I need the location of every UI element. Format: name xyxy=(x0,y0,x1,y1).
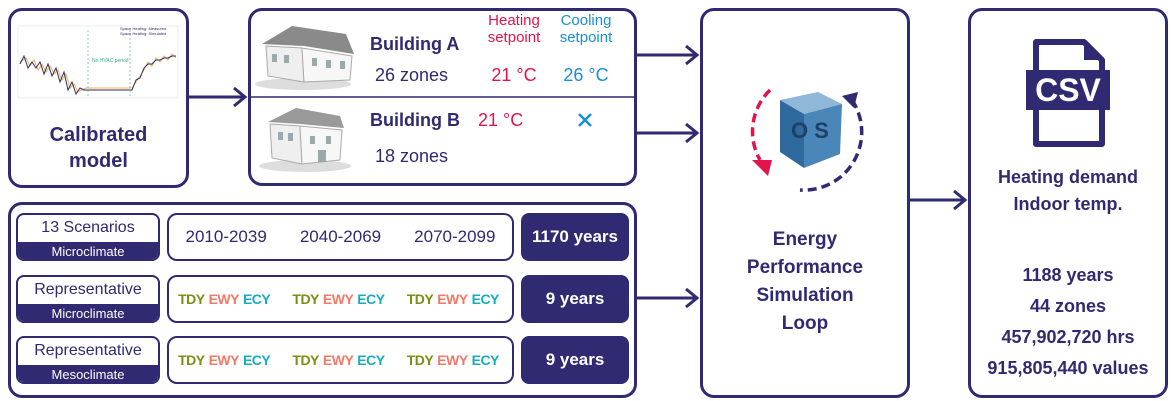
row-items: 2010-2039 2040-2069 2070-2099 xyxy=(167,213,514,261)
simulation-label: Energy Performance Simulation Loop xyxy=(700,226,910,338)
label-line: Calibrated xyxy=(49,124,148,146)
climate-type: ECY xyxy=(471,291,500,307)
climate-type: EWY xyxy=(322,291,354,307)
calibrated-label: Calibrated model xyxy=(8,122,189,174)
climate-group: TDY EWY ECY xyxy=(178,350,274,370)
icon-label: CSV xyxy=(1035,72,1101,108)
output-stat: 915,805,440 values xyxy=(987,358,1149,378)
legend-item: Space Heating: Simulated xyxy=(120,31,167,36)
climate-group: TDY EWY ECY xyxy=(407,350,503,370)
chart-annotation: No HVAC period xyxy=(92,58,129,64)
climate-type: EWY xyxy=(208,352,240,368)
period: 2010-2039 xyxy=(185,227,267,246)
icon-label: OS xyxy=(791,118,835,143)
header-line: Heating xyxy=(488,12,540,29)
cooling-setpoint: 26 °C xyxy=(563,65,609,85)
building-name: Building B xyxy=(370,110,460,130)
climate-type: ECY xyxy=(242,352,271,368)
calibration-chart xyxy=(17,25,179,99)
row-label-text: Representative xyxy=(34,342,142,359)
csv-icon xyxy=(1026,39,1110,147)
climate-type: ECY xyxy=(357,291,385,307)
climate-type: ECY xyxy=(357,352,385,368)
label-line: Energy xyxy=(772,229,838,250)
building-b-image xyxy=(259,108,351,172)
header-line: Cooling xyxy=(560,12,612,29)
period: 2040-2069 xyxy=(299,227,382,246)
climate-type: TDY xyxy=(406,352,434,368)
climate-type: TDY xyxy=(406,291,434,307)
legend-item: Space Heating: Measured xyxy=(120,26,167,31)
cooling-header: Cooling setpoint xyxy=(550,12,622,46)
row-items: TDY EWY ECY TDY EWY ECY TDY EWY ECY xyxy=(167,336,514,384)
label-line: Loop xyxy=(781,313,829,334)
output-stat: 44 zones xyxy=(1029,296,1107,316)
climate-type: TDY xyxy=(292,291,319,307)
simulation-box xyxy=(700,8,910,398)
label-line: model xyxy=(69,150,128,172)
output-variable: Heating demand xyxy=(997,167,1139,187)
row-sublabel: Microclimate xyxy=(18,304,158,321)
no-cooling-cross xyxy=(578,113,592,127)
output-box xyxy=(968,8,1168,398)
building-a-image xyxy=(255,26,354,90)
climate-group: TDY EWY ECY xyxy=(292,350,388,370)
output-stats: 1188 years 44 zones 457,902,720 hrs 915,805… xyxy=(968,260,1168,384)
climate-type: ECY xyxy=(242,291,271,307)
row-label-text: Representative xyxy=(34,281,142,298)
row-label: 13 Scenarios Microclimate xyxy=(16,213,160,261)
heating-header: Heating setpoint xyxy=(478,12,550,46)
label-line: Simulation xyxy=(756,285,854,306)
header-line: setpoint xyxy=(559,29,613,46)
building-zones: 18 zones xyxy=(375,146,449,166)
row-items: TDY EWY ECY TDY EWY ECY TDY EWY ECY xyxy=(167,275,514,323)
row-result: 1170 years xyxy=(521,213,629,261)
period: 2070-2099 xyxy=(414,227,496,246)
climate-group: TDY EWY ECY xyxy=(292,289,388,309)
row-label: Representative Microclimate xyxy=(16,275,160,323)
row-sublabel: Microclimate xyxy=(18,242,158,259)
output-variables: Heating demand Indoor temp. xyxy=(968,164,1168,218)
chart-legend: Space Heating: Measured Space Heating: S… xyxy=(120,26,166,36)
row-sublabel: Mesoclimate xyxy=(18,365,158,382)
climate-type: EWY xyxy=(437,352,468,368)
output-variable: Indoor temp. xyxy=(1013,194,1123,214)
arrows xyxy=(189,44,968,309)
row-label: Representative Mesoclimate xyxy=(16,336,160,384)
heating-setpoint: 21 °C xyxy=(478,110,524,130)
simulation-loop-icon xyxy=(750,88,864,192)
climate-group: TDY EWY ECY xyxy=(178,289,274,309)
climate-type: TDY xyxy=(178,291,205,307)
building-name: Building A xyxy=(370,34,460,54)
row-label-text: 13 Scenarios xyxy=(41,219,135,236)
climate-type: TDY xyxy=(292,352,319,368)
header-line: setpoint xyxy=(487,29,541,46)
climate-group: TDY EWY ECY xyxy=(407,289,503,309)
climate-type: TDY xyxy=(178,352,205,368)
climate-type: EWY xyxy=(322,352,354,368)
label-line: Performance xyxy=(746,257,864,278)
climate-type: EWY xyxy=(437,291,468,307)
climate-type: EWY xyxy=(208,291,240,307)
building-zones: 26 zones xyxy=(375,65,449,85)
row-result: 9 years xyxy=(521,275,629,323)
output-stat: 457,902,720 hrs xyxy=(1001,327,1135,347)
row-result: 9 years xyxy=(521,336,629,384)
climate-type: ECY xyxy=(471,352,500,368)
heating-setpoint: 21 °C xyxy=(491,65,537,85)
output-stat: 1188 years xyxy=(1022,265,1114,285)
